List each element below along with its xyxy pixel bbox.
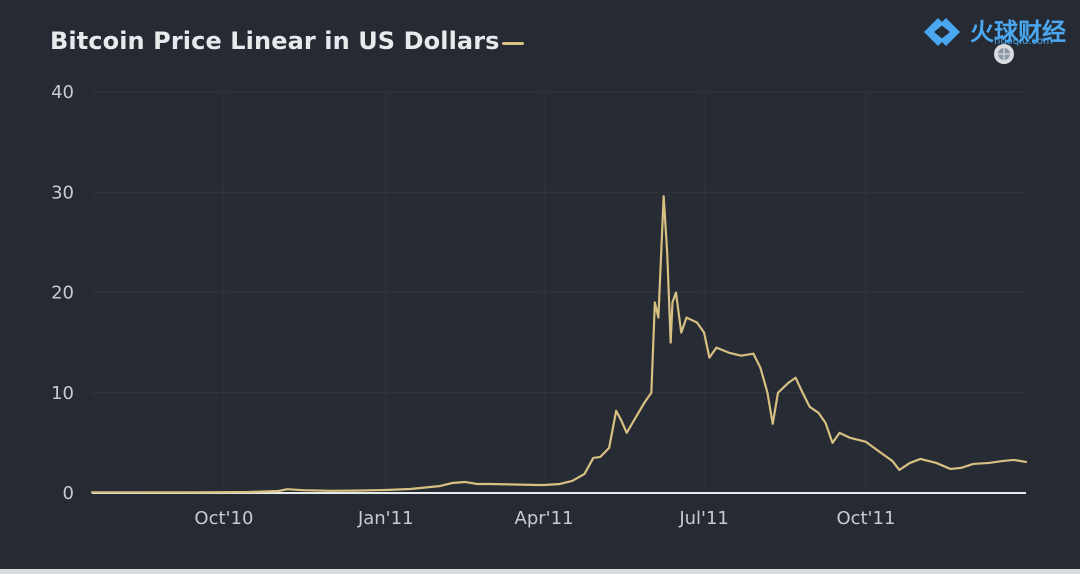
watermark-logo: 火球财经 huoqiu.com bbox=[920, 10, 1070, 68]
y-tick-label: 30 bbox=[51, 182, 74, 203]
bitcoin-price-line bbox=[90, 195, 1028, 494]
series-layer bbox=[90, 195, 1028, 494]
legend-swatch bbox=[502, 42, 524, 45]
grid-layer bbox=[92, 91, 1026, 493]
x-tick-label: Jan'11 bbox=[357, 508, 414, 529]
y-tick-label: 0 bbox=[63, 483, 74, 504]
globe-icon bbox=[994, 44, 1014, 64]
watermark-url: huoqiu.com bbox=[994, 36, 1053, 47]
bottom-strip bbox=[0, 569, 1080, 574]
x-tick-label: Jul'11 bbox=[678, 508, 729, 529]
x-tick-label: Apr'11 bbox=[515, 508, 574, 529]
x-tick-label: Oct'10 bbox=[194, 508, 253, 529]
watermark-brand-name: 火球财经 bbox=[970, 18, 1066, 46]
y-tick-label: 10 bbox=[51, 383, 74, 404]
chart-title: Bitcoin Price Linear in US Dollars bbox=[50, 27, 500, 55]
axis-layer: 0 10 20 30 40 Oct'10 Jan'11 Apr'11 Jul'11 Oct'11 bbox=[51, 82, 1026, 529]
y-tick-label: 20 bbox=[51, 283, 74, 304]
y-tick-label: 40 bbox=[51, 82, 74, 103]
huoqiu-logo-icon bbox=[924, 18, 960, 46]
x-tick-label: Oct'11 bbox=[836, 508, 895, 529]
